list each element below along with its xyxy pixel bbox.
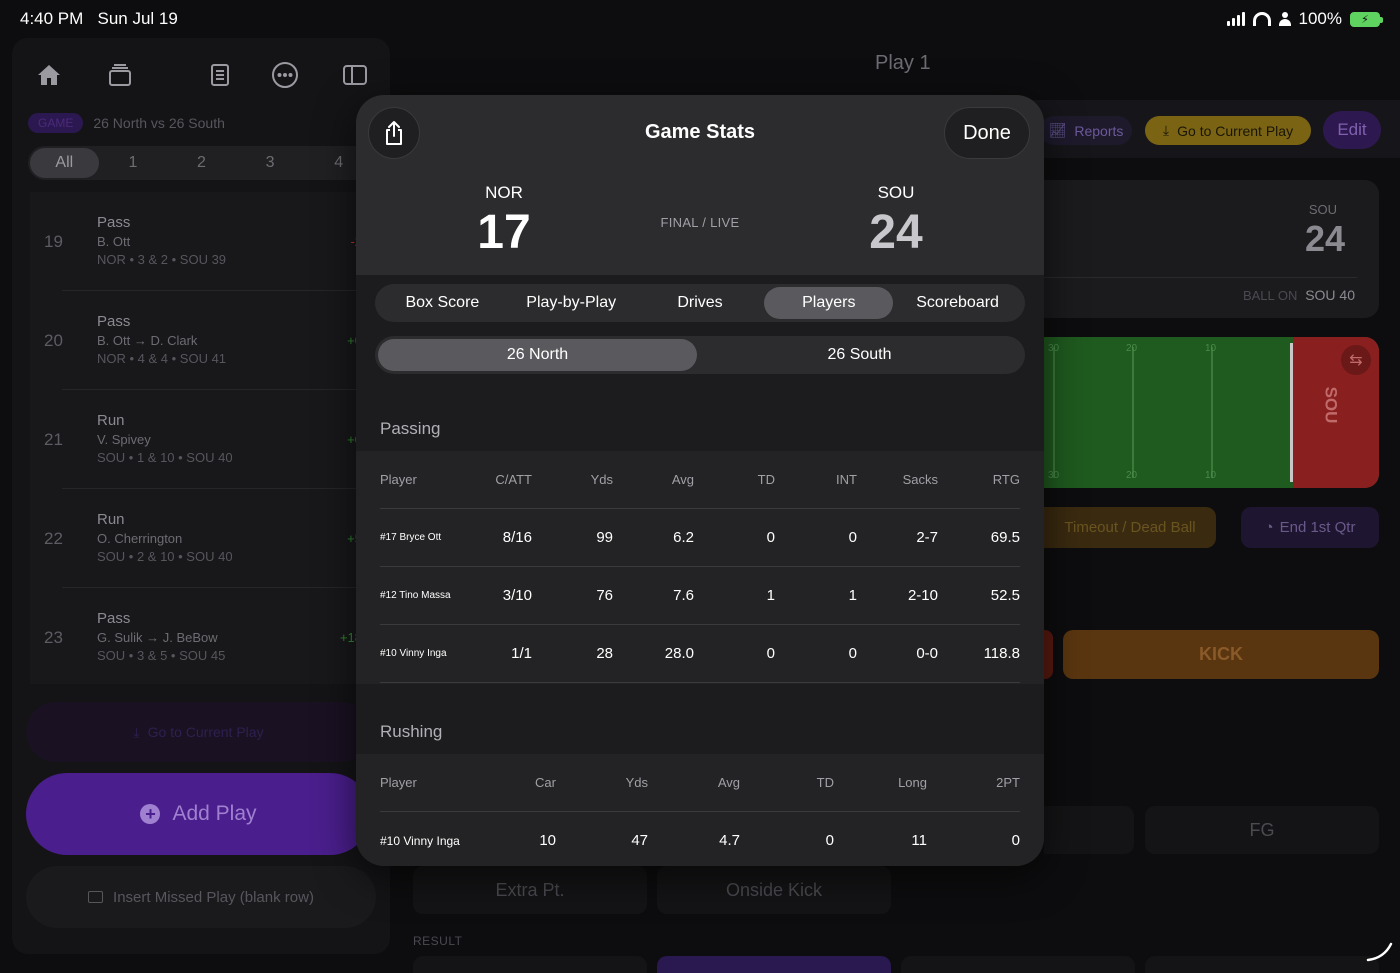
play-type-button-partial[interactable] (1044, 630, 1053, 679)
timeout-dead-ball-button[interactable]: Timeout / Dead Ball (1044, 507, 1216, 548)
sidebar-toolbar (12, 48, 390, 100)
tab-scoreboard[interactable]: Scoreboard (916, 294, 999, 311)
team-tab-north[interactable]: 26 North (378, 339, 697, 371)
away-team-score: 24 (1304, 218, 1345, 259)
edit-button[interactable]: Edit (1323, 111, 1381, 149)
ball-on: BALL ON SOU 40 (1242, 287, 1355, 303)
tab-play-by-play[interactable]: Play-by-Play (526, 294, 617, 311)
clock-icon: ◔ (1264, 519, 1274, 536)
status-bar: 4:40 PM Sun Jul 19 100% ⚡ (0, 0, 1400, 38)
field-goal-button[interactable]: FG (1145, 806, 1379, 854)
onside-kick-button[interactable]: Onside Kick (657, 866, 891, 914)
home-icon[interactable] (34, 60, 64, 90)
wifi-icon (1252, 12, 1271, 26)
quarter-tab-3[interactable]: 3 (265, 154, 275, 171)
table-header-row: Player Car Yds Avg TD Long 2PT (380, 754, 1020, 812)
passing-section-title: Passing (380, 419, 441, 438)
play-item[interactable]: 23 Pass G. Sulik → J. BeBow SOU • 3 & 5 … (44, 610, 362, 663)
play-item[interactable]: 20 Pass B. Ott → D. Clark NOR • 4 & 4 • … (30, 291, 370, 390)
table-header-row: Player C/ATT Yds Avg TD INT Sacks RTG (380, 451, 1020, 509)
result-button[interactable] (901, 956, 1135, 973)
result-section-label: RESULT (413, 934, 463, 948)
play-list: 19 Pass B. Ott NOR • 3 & 2 • SOU 39 -2 2… (30, 192, 370, 684)
table-row[interactable]: #10 Vinny Inga 1/1 28 28.0 0 0 0-0 118.8 (380, 625, 1020, 683)
sidebar-toggle-icon[interactable] (340, 60, 370, 90)
plus-circle-icon: + (140, 804, 161, 824)
table-row[interactable]: #12 Tino Massa 3/10 76 7.6 1 1 2-10 52.5 (380, 567, 1020, 625)
scoreboard-card: SOU 24 BALL ON SOU 40 (1044, 180, 1379, 318)
document-icon[interactable] (205, 60, 235, 90)
reports-button[interactable]: 📈︎ Reports (1040, 116, 1132, 145)
quarter-tab-all[interactable]: All (30, 148, 99, 178)
play-title: Play 1 (875, 52, 931, 74)
person-icon (1278, 12, 1291, 26)
share-icon (386, 121, 402, 145)
home-team-score: 17 (477, 206, 531, 259)
battery-percent: 100% (1298, 9, 1342, 28)
go-to-current-play-button[interactable]: ⤓ Go to Current Play (1145, 116, 1311, 145)
download-arrow-icon: ⤓ (133, 723, 140, 740)
endzone: ⇆ SOU (1293, 337, 1379, 488)
modal-header: Game Stats Done NOR 17 FINAL / LIVE SOU … (356, 95, 1044, 275)
endzone-label: SOU (1321, 386, 1341, 424)
quarter-filter: All 1 2 3 4 (28, 146, 373, 180)
cellular-signal-icon (1226, 12, 1245, 26)
result-button[interactable] (1145, 956, 1379, 973)
status-time: 4:40 PM Sun Jul 19 (20, 9, 178, 28)
swap-direction-icon[interactable]: ⇆ (1341, 345, 1371, 375)
away-team-score: 24 (869, 206, 923, 259)
sidebar: GAME 26 North vs 26 South All 1 2 3 4 19… (12, 38, 390, 954)
battery-charging-icon: ⚡ (1350, 11, 1383, 27)
rushing-table: Player Car Yds Avg TD Long 2PT #10 Vinny… (356, 754, 1044, 866)
play-option-button-partial[interactable] (1044, 806, 1134, 854)
game-status: FINAL / LIVE (660, 215, 740, 230)
play-item[interactable]: 21 Run V. Spivey SOU • 1 & 10 • SOU 40 +… (30, 390, 370, 489)
more-icon[interactable] (270, 60, 300, 90)
quarter-tab-1[interactable]: 1 (128, 154, 138, 171)
chart-icon: 📈︎ (1048, 122, 1067, 138)
stats-tabs: Box Score Play-by-Play Drives Players Sc… (375, 284, 1025, 322)
stack-icon[interactable] (105, 60, 135, 90)
game-header: GAME 26 North vs 26 South (28, 113, 225, 133)
passing-table: Player C/ATT Yds Avg TD INT Sacks RTG #1… (356, 451, 1044, 684)
insert-missed-play-button[interactable]: Insert Missed Play (blank row) (26, 866, 376, 928)
extra-point-button[interactable]: Extra Pt. (413, 866, 647, 914)
sidebar-go-to-current-play-button[interactable]: ⤓ Go to Current Play (26, 702, 371, 762)
end-quarter-button[interactable]: ◔ End 1st Qtr (1241, 507, 1379, 548)
table-row[interactable]: #10 Vinny Inga 10 47 4.7 0 11 0 (380, 832, 1020, 849)
game-badge: GAME (28, 113, 84, 133)
game-stats-modal: Game Stats Done NOR 17 FINAL / LIVE SOU … (356, 95, 1044, 866)
football-field[interactable]: 30 20 10 30 20 10 ⇆ SOU (1044, 337, 1379, 488)
table-row[interactable]: #17 Bryce Ott 8/16 99 6.2 0 0 2-7 69.5 (380, 509, 1020, 567)
tab-drives[interactable]: Drives (677, 294, 723, 311)
play-item[interactable]: 22 Run O. Cherrington SOU • 2 & 10 • SOU… (30, 489, 370, 588)
pencil-indicator-icon (1364, 932, 1394, 967)
away-team-label: SOU (1308, 202, 1337, 217)
quarter-tab-4[interactable]: 4 (334, 154, 344, 171)
download-arrow-icon: ⤓ (1162, 122, 1170, 138)
share-button[interactable] (368, 107, 420, 159)
tab-box-score[interactable]: Box Score (405, 294, 480, 311)
team-selector: 26 North 26 South (375, 336, 1025, 374)
tab-players[interactable]: Players (764, 287, 894, 319)
result-button[interactable] (657, 956, 891, 973)
play-item[interactable]: 19 Pass B. Ott NOR • 3 & 2 • SOU 39 -2 (30, 192, 370, 291)
rushing-section-title: Rushing (380, 722, 443, 741)
quarter-tab-2[interactable]: 2 (197, 154, 206, 171)
away-team-abbr: SOU (877, 183, 915, 202)
kick-button[interactable]: KICK (1063, 630, 1379, 679)
home-team-abbr: NOR (485, 183, 523, 202)
team-tab-south[interactable]: 26 South (827, 346, 892, 363)
status-icons: 100% ⚡ (1226, 9, 1383, 29)
game-name: 26 North vs 26 South (93, 115, 225, 131)
blank-row-icon (88, 891, 104, 903)
done-button[interactable]: Done (944, 107, 1030, 159)
result-button[interactable] (413, 956, 647, 973)
add-play-button[interactable]: + Add Play (26, 773, 371, 855)
modal-title: Game Stats (644, 121, 756, 143)
